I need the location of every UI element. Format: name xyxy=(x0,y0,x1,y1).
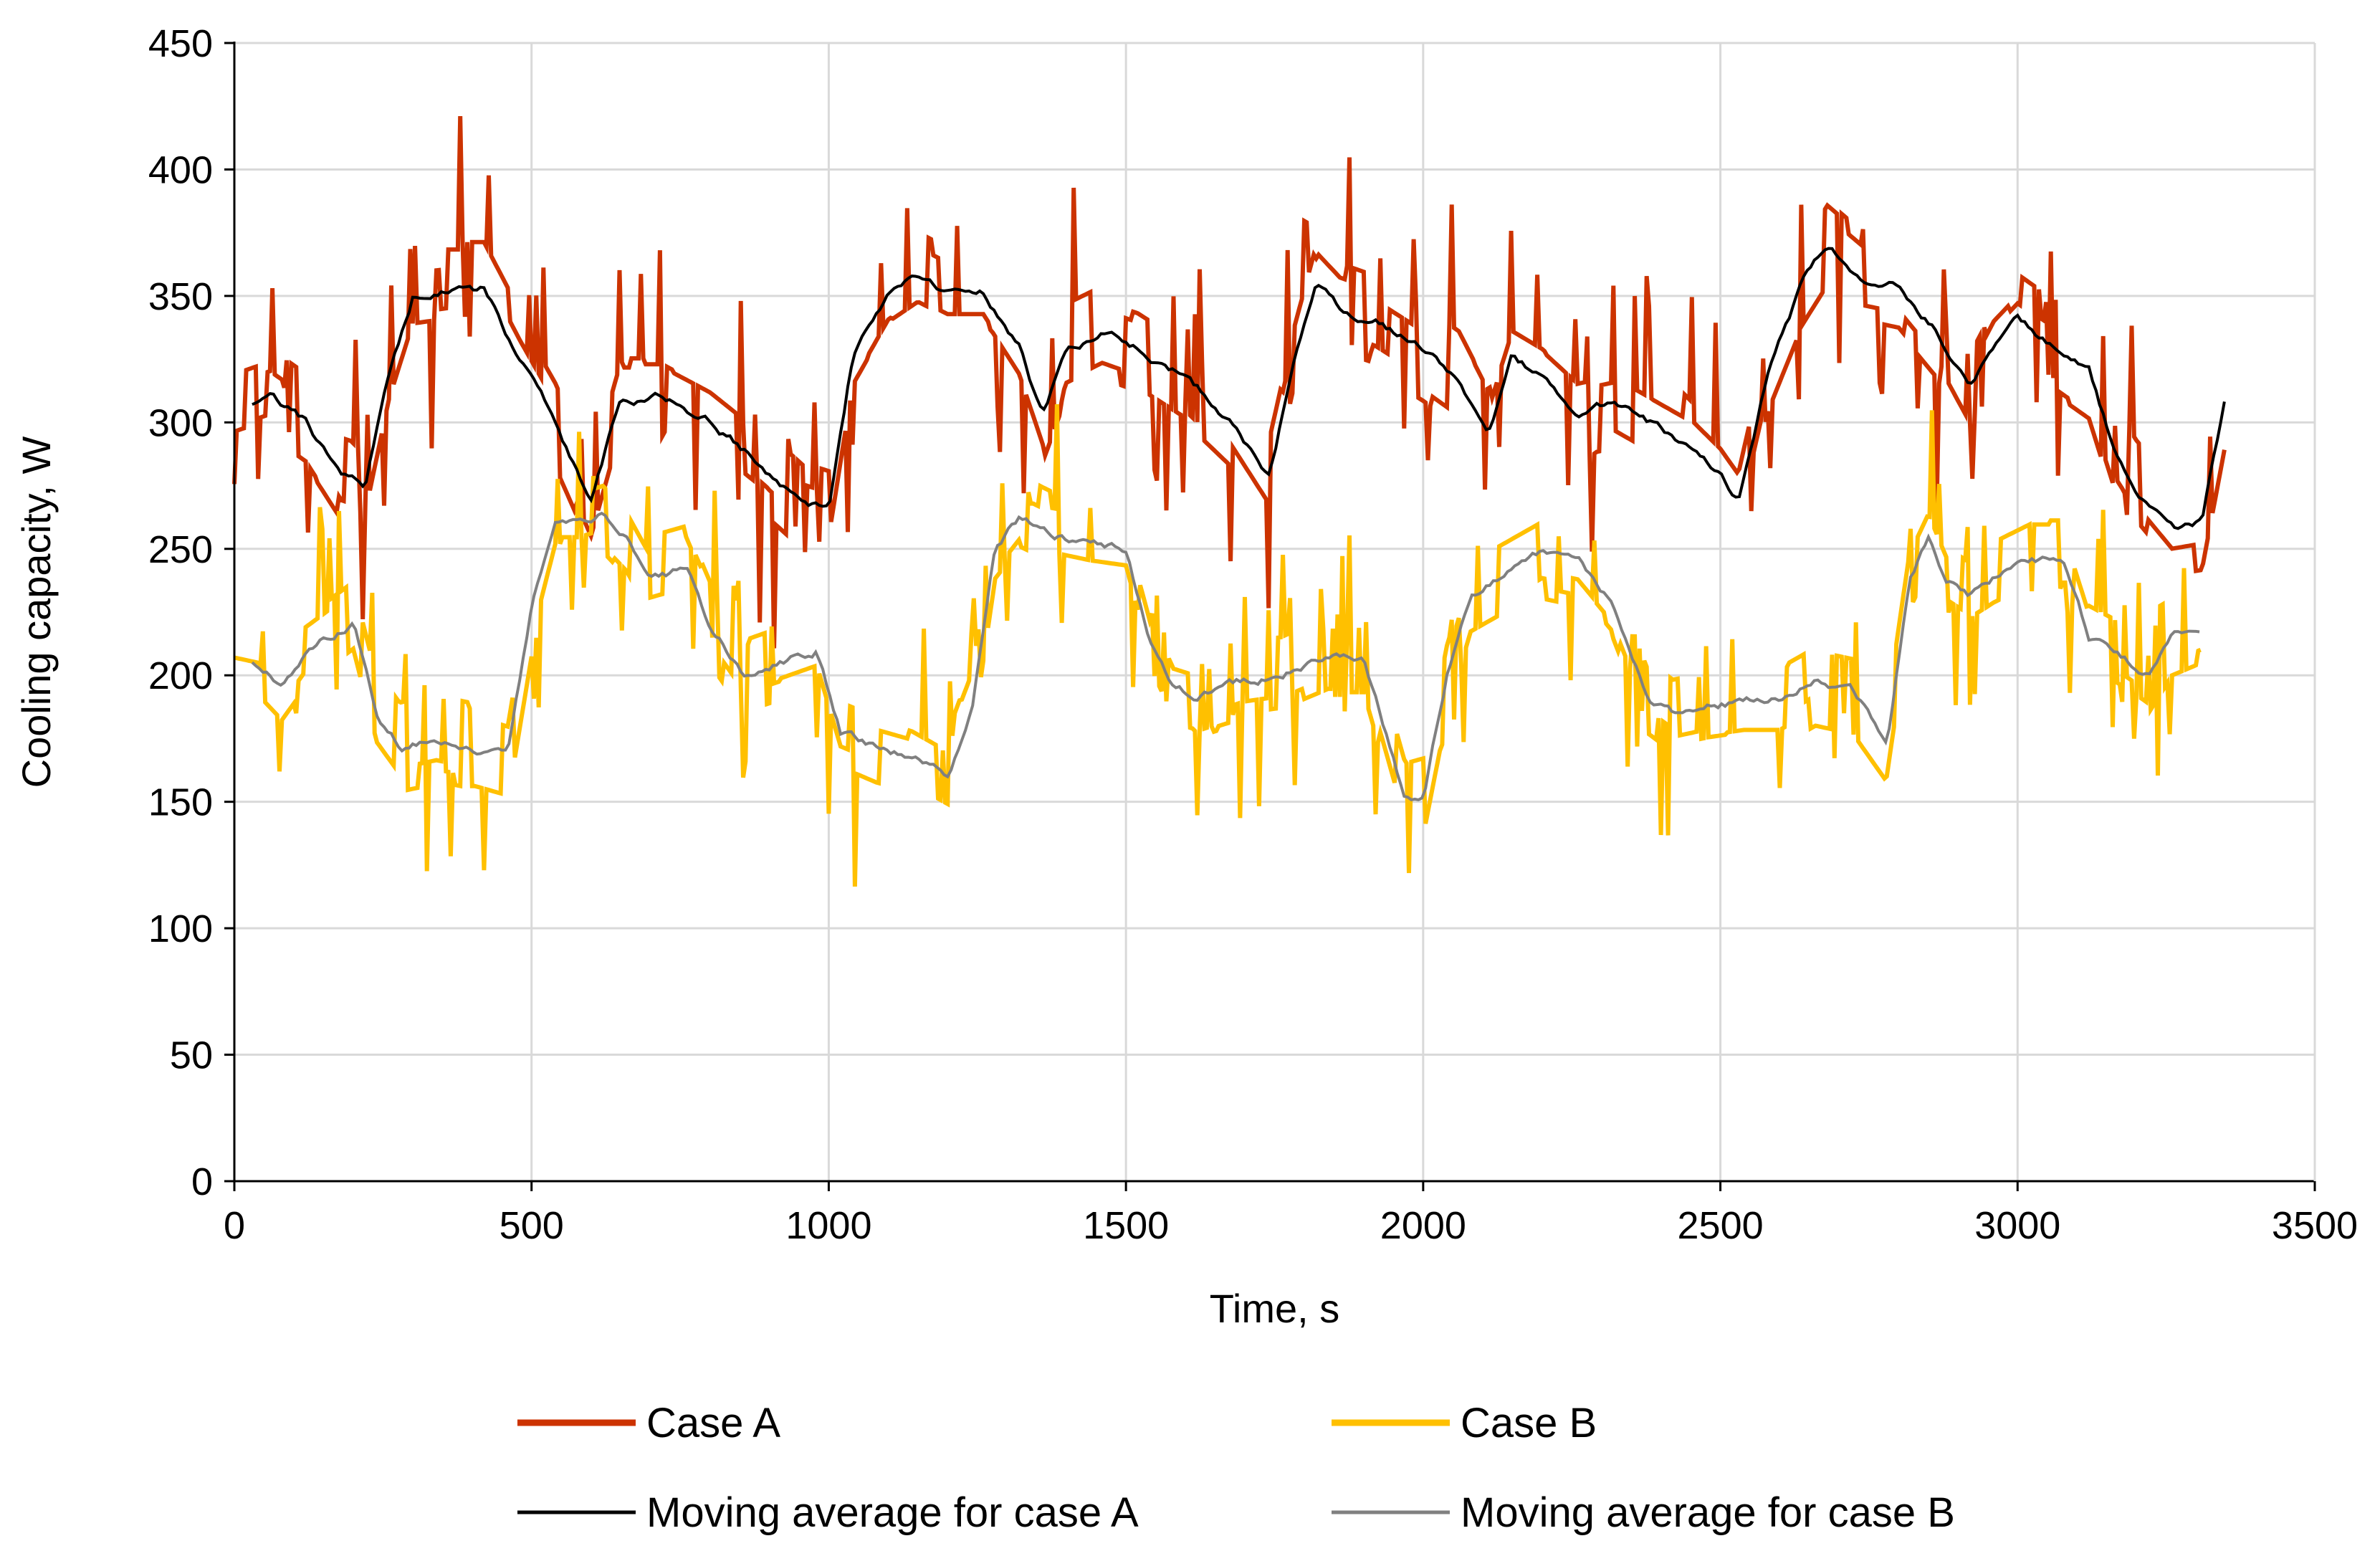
y-tick-label: 350 xyxy=(148,275,213,318)
x-tick-label: 2500 xyxy=(1678,1204,1764,1247)
series-line-case-a xyxy=(232,115,2227,649)
x-axis-title: Time, s xyxy=(1210,1286,1339,1331)
series-line-case-b xyxy=(234,404,2202,887)
y-tick-label: 200 xyxy=(148,654,213,697)
legend-label: Case A xyxy=(646,1400,780,1446)
x-tick-label: 3500 xyxy=(2272,1204,2358,1247)
x-tick-label: 1500 xyxy=(1083,1204,1169,1247)
y-tick-label: 450 xyxy=(148,22,213,65)
legend-label: Moving average for case B xyxy=(1461,1489,1955,1536)
x-tick-label: 1000 xyxy=(785,1204,871,1247)
y-tick-label: 150 xyxy=(148,781,213,824)
tick-labels: 0 50 100 150 200 250 300 350 400 450 0 500 1000 1500 2… xyxy=(148,22,2358,1247)
series-layer xyxy=(232,115,2227,887)
y-tick-label: 300 xyxy=(148,401,213,444)
y-tick-label: 400 xyxy=(148,148,213,191)
x-tick-label: 500 xyxy=(500,1204,564,1247)
axes xyxy=(224,42,2316,1191)
x-tick-label: 3000 xyxy=(1974,1204,2060,1247)
y-tick-label: 50 xyxy=(170,1034,213,1077)
series-line-moving-average-b xyxy=(251,511,2200,802)
y-axis-title: Cooling capacity, W xyxy=(14,436,59,788)
y-tick-label: 250 xyxy=(148,528,213,571)
y-tick-label: 100 xyxy=(148,907,213,950)
x-tick-label: 2000 xyxy=(1380,1204,1466,1247)
y-tick-label: 0 xyxy=(191,1160,213,1203)
legend-label: Case B xyxy=(1461,1400,1597,1446)
legend-label: Moving average for case A xyxy=(646,1489,1139,1536)
series-line-moving-average-a xyxy=(252,247,2226,530)
legend: Case A Case B Moving average for case A Mov… xyxy=(517,1400,1955,1536)
x-tick-label: 0 xyxy=(224,1204,245,1247)
